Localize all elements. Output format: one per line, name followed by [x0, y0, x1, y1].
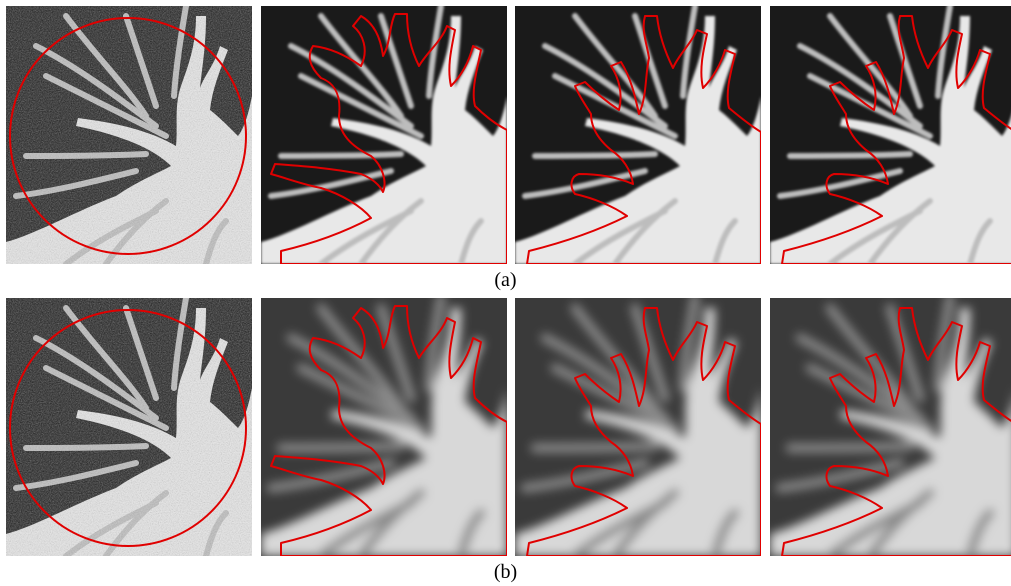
segmentation-contour	[270, 13, 507, 264]
panel-image	[6, 6, 252, 264]
ct-image-content	[6, 6, 252, 264]
segmentation-contour	[270, 305, 507, 556]
result-image-b3	[770, 298, 1011, 556]
panel-image	[261, 6, 507, 264]
ct-image-content	[261, 6, 507, 264]
segmentation-contour	[781, 15, 1011, 264]
input-image-a	[6, 6, 252, 264]
ct-image-content	[515, 6, 761, 264]
roi-circle-contour	[9, 17, 247, 255]
result-image-b2	[515, 298, 761, 556]
result-image-a2	[515, 6, 761, 264]
segmentation-contour	[781, 307, 1011, 556]
caption-a: (a)	[494, 269, 517, 291]
roi-circle-contour	[9, 309, 247, 547]
caption-b: (b)	[493, 561, 518, 583]
panel-image	[515, 6, 761, 264]
result-image-a1	[261, 6, 507, 264]
segmentation-contour	[526, 15, 761, 264]
input-image-b	[6, 298, 252, 556]
ct-image-content	[770, 298, 1011, 556]
ct-image-content	[6, 298, 252, 556]
panel-image	[6, 298, 252, 556]
ct-image-content	[261, 298, 507, 556]
result-image-b1	[261, 298, 507, 556]
ct-image-content	[770, 6, 1011, 264]
panel-image	[261, 298, 507, 556]
panel-image	[770, 298, 1011, 556]
panel-image	[770, 6, 1011, 264]
panel-image	[515, 298, 761, 556]
ct-image-content	[515, 298, 761, 556]
segmentation-contour	[526, 307, 761, 556]
result-image-a3	[770, 6, 1011, 264]
